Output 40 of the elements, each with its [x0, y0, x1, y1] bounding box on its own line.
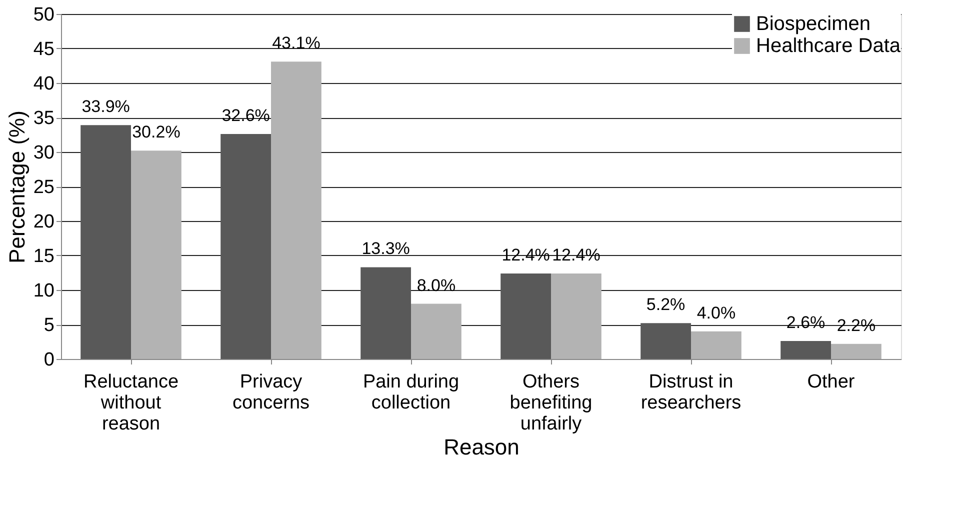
x-tick-label: Pain during collection	[362, 372, 460, 414]
x-tick-label: Distrust in researchers	[640, 372, 742, 414]
data-label: 4.0%	[696, 303, 736, 322]
y-tick-label: 50	[33, 4, 54, 26]
y-tick-label: 20	[33, 212, 54, 232]
data-label: 13.3%	[362, 239, 410, 258]
y-tick-label: 15	[33, 246, 54, 267]
x-tick-label: Privacy concerns	[232, 372, 310, 414]
y-tick-label: 5	[44, 315, 54, 336]
bar	[411, 304, 462, 359]
data-label: 5.2%	[646, 295, 686, 314]
bar	[360, 267, 411, 359]
bar	[691, 331, 742, 359]
y-tick-label: 45	[33, 39, 54, 60]
bar	[640, 323, 691, 359]
bar	[220, 134, 271, 359]
legend-label: Healthcare Data	[756, 35, 902, 57]
bar	[131, 150, 182, 359]
data-label: 43.1%	[272, 34, 320, 53]
bar	[500, 273, 551, 359]
y-tick-label: 25	[33, 177, 54, 198]
bar	[80, 125, 131, 359]
y-axis-title: Percentage (%)	[4, 110, 30, 264]
y-tick-label: 40	[33, 74, 54, 94]
bar	[551, 273, 602, 359]
data-label: 8.0%	[416, 276, 456, 295]
x-tick-label: Other	[807, 372, 856, 392]
legend-label: Biospecimen	[756, 13, 871, 35]
bar	[271, 62, 322, 359]
x-tick-label: Reluctance without reason	[83, 372, 179, 434]
x-axis-title: Reason	[444, 434, 520, 460]
y-tick-label: 0	[44, 350, 54, 370]
y-tick-label: 35	[33, 108, 54, 129]
y-tick-label: 30	[33, 142, 54, 164]
bar	[831, 344, 882, 359]
data-label: 33.9%	[82, 97, 130, 116]
x-tick-label: Others benefiting unfairly	[510, 372, 592, 434]
data-label: 30.2%	[132, 122, 180, 142]
bar	[780, 341, 831, 359]
y-tick-label: 10	[33, 280, 54, 302]
